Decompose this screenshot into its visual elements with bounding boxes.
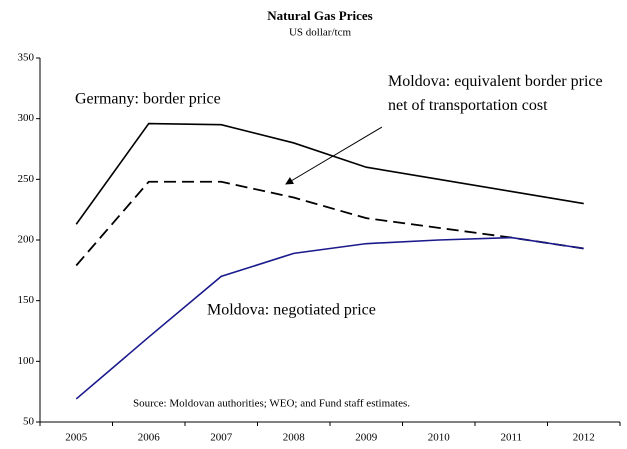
annotation-arrow: [285, 126, 383, 185]
chart-title: Natural Gas Prices: [267, 8, 372, 23]
y-tick-label: 300: [18, 112, 35, 124]
y-tick-label: 200: [18, 234, 35, 246]
source-note: Source: Moldovan authorities; WEO; and F…: [133, 398, 410, 410]
y-tick-label: 50: [23, 416, 35, 428]
y-tick-label: 150: [18, 294, 35, 306]
series-line: [75, 180, 584, 267]
series-line: [75, 122, 584, 225]
x-tick-label: 2010: [428, 432, 451, 444]
x-tick-label: 2007: [210, 432, 233, 444]
series-label: Moldova: negotiated price: [207, 302, 376, 319]
x-tick-label: 2011: [500, 432, 522, 444]
x-tick-label: 2006: [138, 432, 161, 444]
y-tick-label: 100: [18, 355, 35, 367]
x-tick-label: 2008: [283, 432, 306, 444]
y-tick-label: 250: [18, 173, 35, 185]
series-label-text: Moldova: equivalent border price net of …: [388, 73, 603, 114]
chart-subtitle: US dollar/tcm: [289, 27, 351, 39]
x-tick-label: 2005: [65, 432, 88, 444]
x-tick-label: 2009: [355, 432, 378, 444]
x-tick-label: 2012: [573, 432, 595, 444]
series-line: [75, 236, 584, 400]
series-label: Germany: border price: [75, 91, 221, 108]
series-label: Moldova: equivalent border price net of …: [388, 73, 603, 114]
y-tick-label: 350: [18, 52, 35, 64]
